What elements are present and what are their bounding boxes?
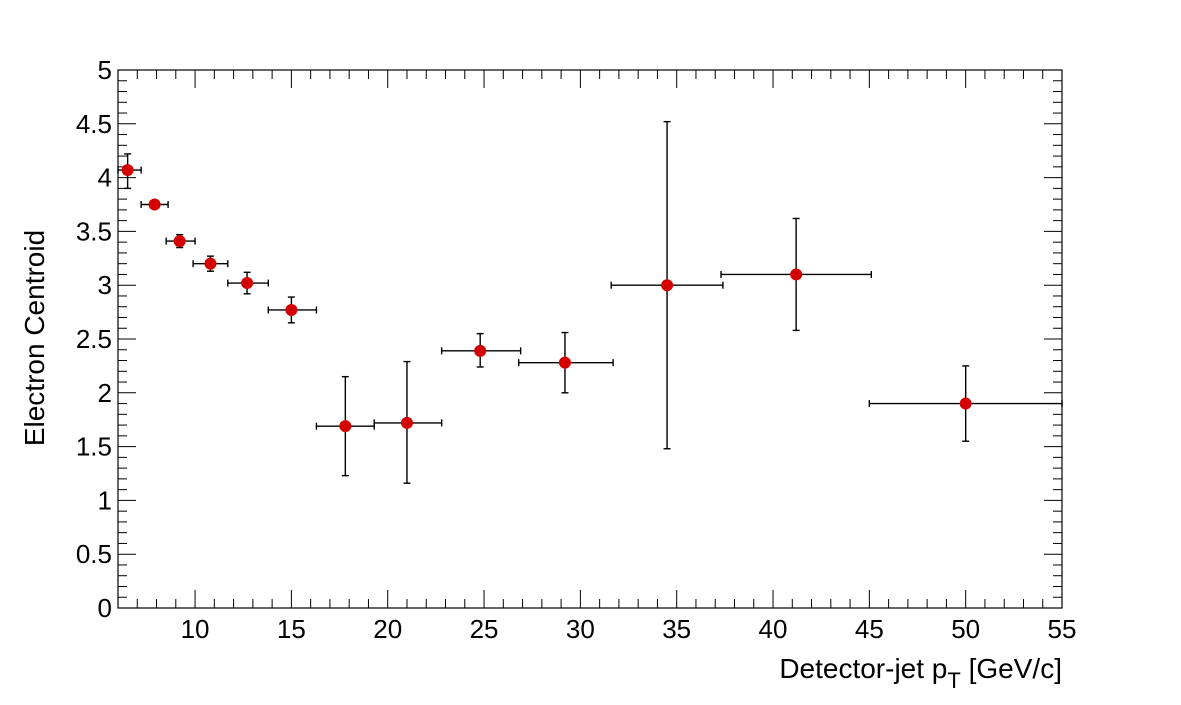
y-tick-label: 4: [98, 163, 112, 193]
y-tick-label: 0: [98, 593, 112, 623]
x-tick-label: 40: [759, 614, 788, 644]
data-marker: [285, 303, 298, 316]
x-tick-label: 45: [855, 614, 884, 644]
data-marker: [204, 257, 217, 270]
data-point: [610, 120, 724, 450]
x-axis-title-main: Detector-jet p: [779, 653, 947, 684]
data-point: [440, 332, 522, 368]
plot-border: [117, 69, 1063, 609]
x-axis-title: Detector-jet pT [GeV/c]: [779, 653, 1062, 693]
x-axis-title-subscript: T: [947, 668, 960, 693]
tick-labels: 10 15 20 25 30 35 40 45 50 55 0 0.5 1 1.5 2 2.5 3 3.5 4 4.5…: [76, 55, 1077, 644]
axis-ticks: [117, 69, 1063, 609]
data-point: [165, 233, 196, 249]
x-axis-title-unit: [961, 653, 969, 684]
data-marker: [558, 356, 571, 369]
data-point: [720, 217, 872, 332]
x-tick-label: 25: [470, 614, 499, 644]
data-point: [140, 198, 169, 211]
data-point: [315, 375, 375, 477]
data-marker: [474, 344, 487, 357]
x-tick-label: 10: [181, 614, 210, 644]
data-marker: [173, 235, 186, 248]
x-tick-label: 55: [1048, 614, 1077, 644]
data-marker: [959, 397, 972, 410]
data-point: [267, 296, 318, 324]
y-tick-label: 3.5: [76, 216, 112, 246]
x-tick-label: 30: [566, 614, 595, 644]
plot-frame: [117, 69, 1063, 609]
data-point: [518, 331, 614, 394]
x-tick-label: 50: [951, 614, 980, 644]
y-axis-title: Electron Centroid: [19, 230, 50, 446]
x-tick-label: 15: [277, 614, 306, 644]
x-tick-label: 35: [662, 614, 691, 644]
y-tick-label: 4.5: [76, 109, 112, 139]
y-tick-label: 5: [98, 55, 112, 85]
data-points: [117, 120, 1063, 484]
data-point: [227, 271, 269, 295]
y-tick-label: 1: [98, 485, 112, 515]
data-marker: [400, 416, 413, 429]
y-tick-label: 1.5: [76, 432, 112, 462]
x-tick-label: 20: [373, 614, 402, 644]
data-marker: [148, 198, 161, 211]
data-point: [192, 255, 229, 272]
y-tick-label: 2.5: [76, 324, 112, 354]
x-axis-title-unit-text: [GeV/c]: [969, 653, 1062, 684]
data-marker: [241, 277, 254, 290]
data-marker: [339, 420, 352, 433]
data-marker: [661, 279, 674, 292]
data-point: [868, 365, 1063, 442]
data-marker: [790, 268, 803, 281]
y-tick-label: 2: [98, 378, 112, 408]
y-tick-label: 3: [98, 270, 112, 300]
data-point: [373, 360, 443, 484]
data-marker: [121, 164, 134, 177]
data-point: [117, 153, 142, 190]
y-tick-label: 0.5: [76, 539, 112, 569]
